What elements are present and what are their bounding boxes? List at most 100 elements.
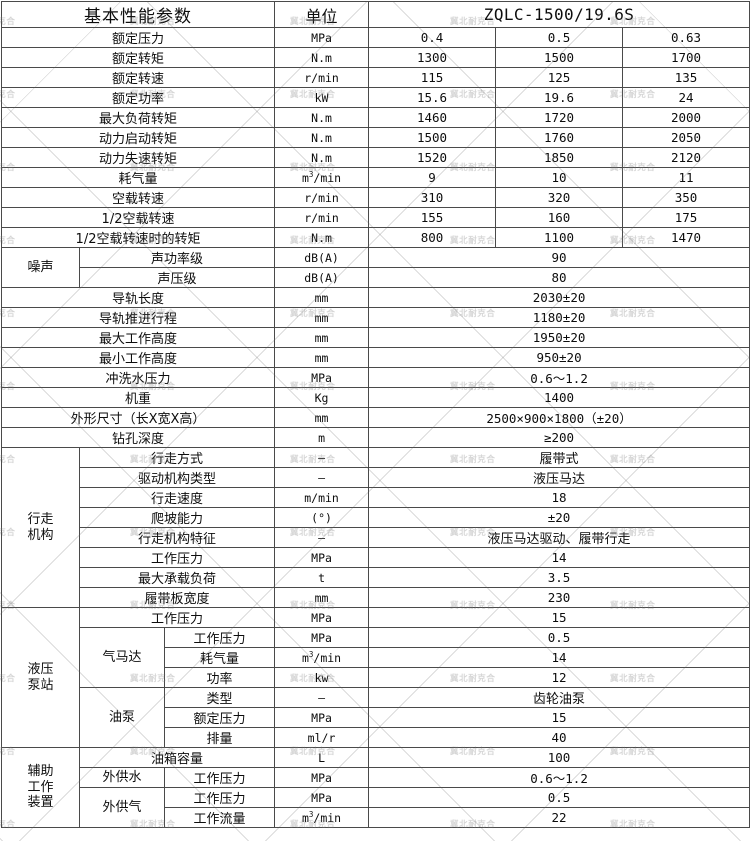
table-row-performance: 动力启动转矩 N.m 1500 1760 2050	[0, 127, 750, 148]
parameter-unit: m3/min	[274, 167, 370, 188]
table-row-machine: 最小工作高度 mm 950±20	[0, 347, 750, 368]
parameter-unit: N.m	[274, 147, 370, 168]
parameter-label: 工作压力	[78, 547, 276, 568]
parameter-label: 驱动机构类型	[78, 467, 276, 488]
parameter-value: 15	[368, 707, 750, 728]
table-row-performance: 额定压力 MPa 0.4 0.5 0.63	[0, 27, 750, 48]
parameter-unit: mm	[274, 307, 370, 328]
parameter-unit: MPa	[274, 767, 370, 788]
table-row-hydraulic: 功率 kw 12	[2, 667, 750, 688]
table-row-auxiliary: 工作流量 m3/min 22	[2, 807, 750, 828]
table-row-performance: 空载转速 r/min 310 320 350	[0, 187, 750, 208]
parameter-value-1: 800	[368, 227, 497, 248]
table-row-auxiliary: 外供气 工作压力 MPa 0.5	[2, 787, 750, 828]
table-row-performance: 动力失速转矩 N.m 1520 1850 2120	[0, 147, 750, 168]
parameter-unit: mm	[274, 587, 370, 608]
parameter-value: 1400	[368, 387, 750, 408]
parameter-value-3: 2000	[622, 107, 750, 128]
parameter-unit: mm	[274, 407, 370, 428]
parameter-value-3: 1470	[622, 227, 750, 248]
parameter-unit: m3/min	[274, 647, 370, 668]
table-row-travel: 履带板宽度 mm 230	[2, 587, 750, 608]
parameter-value: 履带式	[368, 447, 750, 468]
parameter-unit: MPa	[274, 607, 370, 628]
parameter-value-3: 175	[622, 207, 750, 228]
subgroup-label-external-water: 外供水	[79, 767, 165, 788]
parameter-value: 22	[368, 807, 750, 828]
parameter-label: 油箱容量	[78, 747, 276, 768]
parameter-unit: N.m	[274, 227, 370, 248]
subgroup-label-external-air: 外供气	[79, 787, 165, 828]
table-row-hydraulic: 排量 ml/r 40	[2, 727, 750, 748]
parameter-unit: L	[274, 747, 370, 768]
parameter-unit: (°)	[274, 507, 370, 528]
parameter-unit: Kg	[274, 387, 370, 408]
parameter-value: 0.5	[368, 627, 750, 648]
parameter-value: 100	[368, 747, 750, 768]
parameter-label: 耗气量	[0, 167, 276, 188]
parameter-value-2: 1850	[495, 147, 624, 168]
parameter-label: 额定转矩	[0, 47, 276, 68]
parameter-unit: m/min	[274, 487, 370, 508]
table-row-travel: 最大承载负荷 t 3.5	[2, 567, 750, 588]
parameter-label: 履带板宽度	[78, 587, 276, 608]
parameter-value: 1950±20	[368, 327, 750, 348]
parameter-value: 2500×900×1800（±20）	[368, 407, 750, 428]
parameter-value: 80	[368, 267, 750, 288]
parameter-label: 导轨长度	[0, 287, 276, 308]
parameter-value: 950±20	[368, 347, 750, 368]
parameter-value: 14	[368, 647, 750, 668]
parameter-label: 声压级	[78, 267, 276, 288]
parameter-value: 3.5	[368, 567, 750, 588]
subgroup-label-air-motor: 气马达	[79, 627, 165, 688]
parameter-value-2: 0.5	[495, 27, 624, 48]
parameter-label: 额定压力	[0, 27, 276, 48]
parameter-unit: ml/r	[274, 727, 370, 748]
parameter-unit: mm	[274, 327, 370, 348]
parameter-value: 90	[368, 247, 750, 268]
parameter-label: 空载转速	[0, 187, 276, 208]
parameter-label: 爬坡能力	[78, 507, 276, 528]
table-row-machine: 外形尺寸（长X宽X高） mm 2500×900×1800（±20）	[0, 407, 750, 428]
parameter-value: 230	[368, 587, 750, 608]
table-row-travel: 行走速度 m/min 18	[2, 487, 750, 508]
parameter-value-2: 19.6	[495, 87, 624, 108]
table-row-auxiliary: 外供水 工作压力 MPa 0.6～1.2	[2, 767, 750, 788]
parameter-label: 工作流量	[163, 807, 276, 828]
table-row-performance: 最大负荷转矩 N.m 1460 1720 2000	[0, 107, 750, 128]
parameter-label: 外形尺寸（长X宽X高）	[0, 407, 276, 428]
parameter-unit: mm	[274, 287, 370, 308]
parameter-value-2: 1500	[495, 47, 624, 68]
table-row-performance: 额定转矩 N.m 1300 1500 1700	[0, 47, 750, 68]
parameter-label: 冲洗水压力	[0, 367, 276, 388]
parameter-unit: mm	[274, 347, 370, 368]
table-row-performance: 额定转速 r/min 115 125 135	[0, 67, 750, 88]
parameter-unit: r/min	[274, 187, 370, 208]
parameter-label: 类型	[163, 687, 276, 708]
parameter-unit: MPa	[274, 367, 370, 388]
parameter-label: 行走方式	[78, 447, 276, 468]
parameter-unit: MPa	[274, 547, 370, 568]
parameter-value: 0.6～1.2	[368, 367, 750, 388]
parameter-unit: r/min	[274, 67, 370, 88]
parameter-unit: dB(A)	[274, 247, 370, 268]
parameter-label: 1/2空载转速	[0, 207, 276, 228]
parameter-label: 工作压力	[163, 787, 276, 808]
parameter-unit: —	[274, 447, 370, 468]
table-row-travel: 行走机构特征 — 液压马达驱动、履带行走	[2, 527, 750, 548]
parameter-unit: —	[274, 467, 370, 488]
table-row-machine: 冲洗水压力 MPa 0.6～1.2	[0, 367, 750, 388]
parameter-label: 最大工作高度	[0, 327, 276, 348]
table-row-machine: 机重 Kg 1400	[0, 387, 750, 408]
parameter-value-2: 160	[495, 207, 624, 228]
parameter-label: 工作压力	[78, 607, 276, 628]
subgroup-label-oil-pump: 油泵	[79, 687, 165, 748]
parameter-unit: N.m	[274, 47, 370, 68]
parameter-unit: kW	[274, 87, 370, 108]
parameter-unit: dB(A)	[274, 267, 370, 288]
table-row-machine: 钻孔深度 m ≥200	[0, 427, 750, 448]
table-row-hydraulic: 液压 泵站 工作压力 MPa 15	[1, 607, 750, 748]
table-row-travel: 行走 机构 行走方式 — 履带式	[1, 447, 750, 608]
